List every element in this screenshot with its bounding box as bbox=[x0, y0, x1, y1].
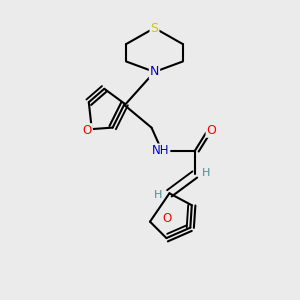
Text: NH: NH bbox=[152, 144, 169, 158]
Text: N: N bbox=[150, 65, 159, 78]
Text: O: O bbox=[163, 212, 172, 225]
Text: H: H bbox=[202, 168, 210, 178]
Text: H: H bbox=[154, 190, 162, 200]
Text: S: S bbox=[151, 22, 158, 34]
Text: O: O bbox=[83, 124, 92, 137]
Text: O: O bbox=[207, 124, 217, 137]
